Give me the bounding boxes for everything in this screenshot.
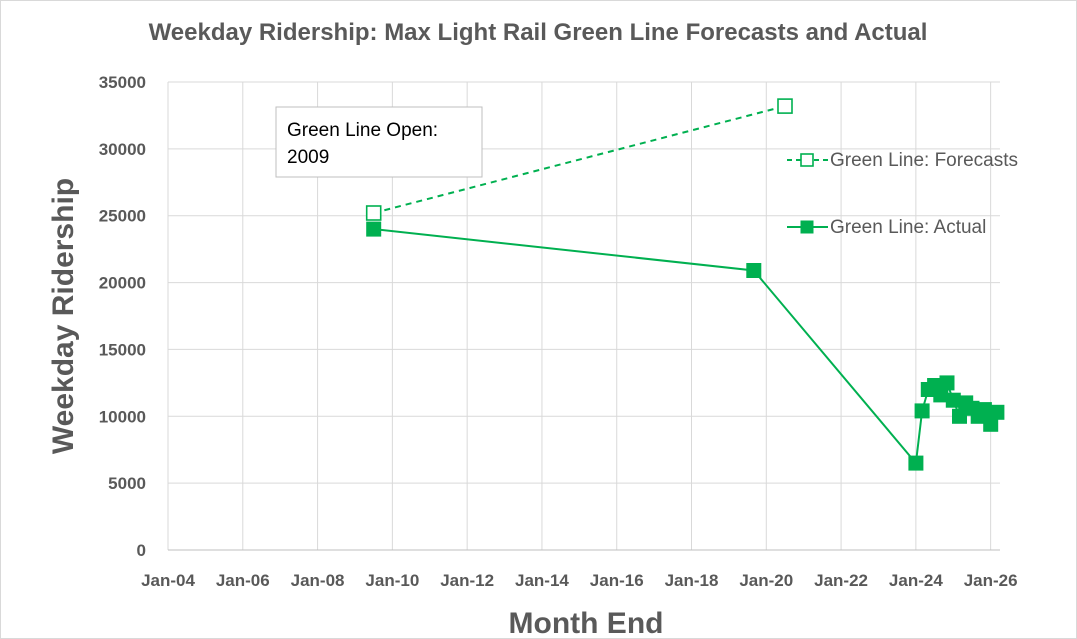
legend-label-forecasts: Green Line: Forecasts xyxy=(830,150,1018,171)
data-point-actual xyxy=(366,221,382,237)
x-tick-label: Jan-20 xyxy=(739,571,793,590)
annotation-line-2: 2009 xyxy=(287,147,329,168)
y-tick-label: 20000 xyxy=(99,274,146,293)
y-tick-label: 5000 xyxy=(108,474,146,493)
x-tick-label: Jan-14 xyxy=(515,571,569,590)
y-tick-label: 0 xyxy=(137,541,146,560)
legend-label-actual: Green Line: Actual xyxy=(830,217,986,238)
data-point-actual xyxy=(976,402,992,418)
y-tick-label: 30000 xyxy=(99,140,146,159)
x-axis-title: Month End xyxy=(509,607,664,639)
x-tick-label: Jan-16 xyxy=(590,571,644,590)
x-tick-label: Jan-08 xyxy=(291,571,345,590)
y-tick-label: 10000 xyxy=(99,407,146,426)
data-point-actual xyxy=(989,404,1005,420)
data-point-actual xyxy=(914,403,930,419)
series-layer xyxy=(365,98,1005,471)
legend-marker-actual xyxy=(800,220,814,234)
legend-item-forecasts: Green Line: Forecasts xyxy=(787,150,1018,171)
data-point-forecasts xyxy=(777,98,793,114)
data-point-actual xyxy=(746,263,762,278)
data-point-actual xyxy=(908,455,924,471)
data-point-actual xyxy=(939,375,955,391)
axes: 0 5000 10000 15000 20000 25000 30000 35000 Jan-0… xyxy=(99,73,1018,590)
x-tick-label: Jan-10 xyxy=(365,571,419,590)
annotation: Green Line Open: 2009 xyxy=(275,106,483,178)
x-tick-label: Jan-22 xyxy=(814,571,868,590)
y-tick-label: 15000 xyxy=(99,340,146,359)
chart-title: Weekday Ridership: Max Light Rail Green … xyxy=(149,19,928,46)
x-tick-label: Jan-06 xyxy=(216,571,270,590)
annotation-box xyxy=(275,106,483,178)
legend-marker-forecasts xyxy=(800,153,814,167)
y-tick-label: 35000 xyxy=(99,73,146,92)
legend: Green Line: Forecasts Green Line: Actual xyxy=(787,150,1018,238)
data-point-actual xyxy=(952,408,967,424)
data-point-forecasts xyxy=(365,205,382,221)
series-line-forecasts xyxy=(373,105,786,214)
x-tick-label: Jan-12 xyxy=(440,571,494,590)
y-tick-label: 25000 xyxy=(99,207,146,226)
x-tick-label: Jan-24 xyxy=(889,571,943,590)
x-tick-label: Jan-18 xyxy=(665,571,719,590)
x-tick-label: Jan-26 xyxy=(964,571,1018,590)
legend-item-actual: Green Line: Actual xyxy=(787,217,986,238)
annotation-line-1: Green Line Open: xyxy=(287,120,438,141)
y-axis-title: Weekday Ridership xyxy=(47,178,80,454)
x-tick-label: Jan-04 xyxy=(141,571,195,590)
